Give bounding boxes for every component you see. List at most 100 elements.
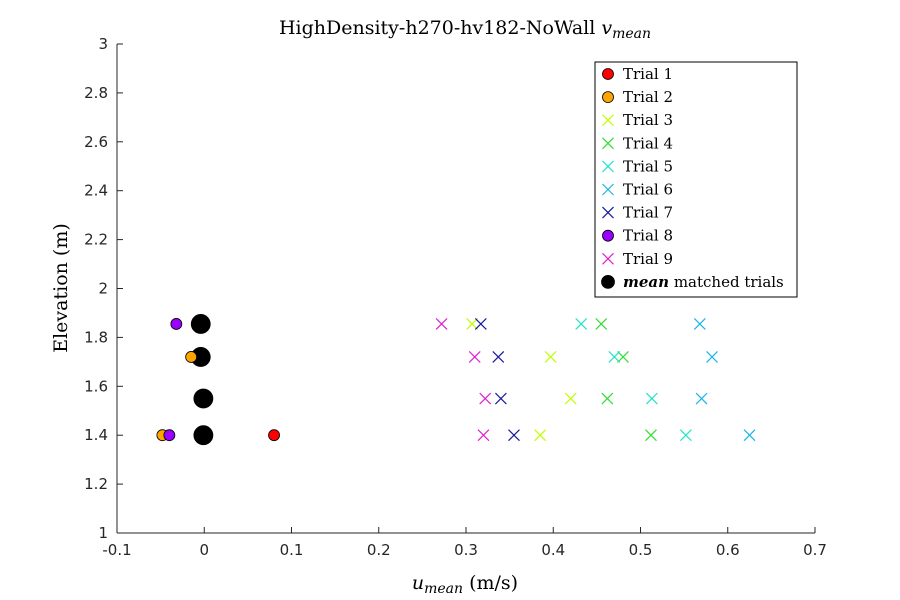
marker-stroke xyxy=(693,318,706,330)
trial-4-point xyxy=(595,318,608,330)
y-tick-label: 2.4 xyxy=(84,182,108,200)
legend-entry-label: Trial 8 xyxy=(623,227,673,245)
legend-entry-label: Trial 9 xyxy=(623,250,673,268)
mean-point xyxy=(190,314,211,334)
legend-box xyxy=(594,61,798,298)
trial-4-point xyxy=(601,392,614,405)
trial-6-point xyxy=(693,318,706,330)
marker-stroke xyxy=(617,351,629,363)
y-tick-label: 2.6 xyxy=(84,133,108,151)
legend-marker xyxy=(602,229,614,242)
y-tick-label: 2.8 xyxy=(84,84,108,102)
trial-9-point xyxy=(435,318,448,330)
trial-9-point xyxy=(477,429,490,442)
trial-3-point xyxy=(544,351,557,363)
marker-stroke xyxy=(494,392,507,405)
y-tick-label: 3 xyxy=(98,35,108,53)
legend-marker xyxy=(602,206,614,219)
trial-3-point xyxy=(564,392,577,405)
trial-5-point xyxy=(679,429,692,442)
tick-labels: -0.1 0 0.1 0.2 0.3 0.4 0.5 0.6 0.7 1 1.2 1.4 1.6 1.8 2… xyxy=(84,35,827,559)
marker-stroke xyxy=(544,351,557,363)
trial-9-point xyxy=(468,351,481,363)
marker-stroke xyxy=(564,392,577,405)
x-tick-label: 0 xyxy=(199,541,209,559)
legend-marker xyxy=(602,160,614,173)
legend-marker xyxy=(602,68,614,80)
x-axis-label: umean (m/s) xyxy=(412,572,518,597)
marker-stroke xyxy=(602,252,614,265)
trial-7-point xyxy=(508,429,520,442)
legend-entry-label: Trial 2 xyxy=(623,88,673,106)
mean-point xyxy=(193,425,214,446)
x-tick-label: 0.3 xyxy=(454,541,478,559)
legend-marker-mean xyxy=(601,274,615,289)
marker-stroke xyxy=(468,351,481,363)
marker-stroke xyxy=(575,318,588,330)
trial-8-point xyxy=(163,429,176,442)
legend-entry-label: Trial 4 xyxy=(623,134,673,152)
trial-5-point xyxy=(645,392,658,405)
chart-title-var: v xyxy=(601,17,612,39)
marker-stroke xyxy=(474,318,487,330)
y-tick-label: 1.4 xyxy=(84,426,108,444)
legend-entry-label: mean matched trials xyxy=(623,273,784,291)
legend-entry-label: Trial 6 xyxy=(623,181,673,199)
legend-entry-label: Trial 5 xyxy=(623,157,673,175)
marker-stroke xyxy=(602,160,614,173)
x-axis-label-sub: mean xyxy=(424,581,463,597)
trial-5-point xyxy=(608,351,621,363)
y-tick-label: 1.8 xyxy=(84,328,108,346)
x-tick-label: 0.1 xyxy=(280,541,304,559)
trial-4-point xyxy=(617,351,629,363)
trial-6-point xyxy=(706,351,718,363)
marker-stroke xyxy=(466,318,479,330)
legend-marker xyxy=(602,137,614,150)
marker-stroke xyxy=(435,318,448,330)
trial-7-point xyxy=(494,392,507,405)
trial-7-point xyxy=(492,351,505,363)
marker-stroke xyxy=(706,351,718,363)
trial-8-point xyxy=(170,318,183,330)
marker-stroke xyxy=(695,392,708,405)
trial-7-point xyxy=(474,318,487,330)
trial-6-point xyxy=(695,392,708,405)
marker-stroke xyxy=(602,114,614,127)
marker-stroke xyxy=(645,429,657,442)
legend-marker xyxy=(602,252,614,265)
trial-5-point xyxy=(575,318,588,330)
x-axis-label-var: u xyxy=(412,572,424,594)
y-tick-label: 2.2 xyxy=(84,231,108,249)
y-tick-label: 1.6 xyxy=(84,377,108,395)
y-tick-label: 1 xyxy=(98,524,108,542)
legend-entry-label: Trial 1 xyxy=(623,65,673,83)
legend-entry-label: Trial 3 xyxy=(623,111,673,129)
y-axis-label: Elevation (m) xyxy=(50,223,72,353)
trial-4-point xyxy=(645,429,657,442)
x-tick-label: 0.4 xyxy=(541,541,565,559)
chart-title: HighDensity-h270-hv182-NoWall vmean xyxy=(279,17,651,42)
trial-3-point xyxy=(466,318,479,330)
trial-2-point xyxy=(185,351,198,363)
trial-6-point xyxy=(743,429,756,442)
marker-stroke xyxy=(595,318,608,330)
legend: Trial 1 Trial 2 Trial 3 Trial 4 Trial 5 Trial… xyxy=(594,61,798,298)
x-axis-label-unit: (m/s) xyxy=(463,572,518,594)
legend-entry-italic: mean xyxy=(623,273,669,291)
x-tick-label: 0.2 xyxy=(367,541,391,559)
marker-stroke xyxy=(602,183,614,196)
x-tick-label: -0.1 xyxy=(102,541,131,559)
marker-stroke xyxy=(645,392,658,405)
y-tick-label: 1.2 xyxy=(84,475,108,493)
marker-stroke xyxy=(492,351,505,363)
marker-stroke xyxy=(534,429,547,442)
legend-marker xyxy=(602,91,614,103)
chart-title-main: HighDensity-h270-hv182-NoWall xyxy=(279,17,601,39)
x-tick-label: 0.6 xyxy=(716,541,740,559)
chart-title-sub: mean xyxy=(612,26,651,42)
marker-stroke xyxy=(679,429,692,442)
trial-1-point xyxy=(268,429,280,442)
marker-stroke xyxy=(479,392,492,405)
x-tick-label: 0.7 xyxy=(803,541,827,559)
